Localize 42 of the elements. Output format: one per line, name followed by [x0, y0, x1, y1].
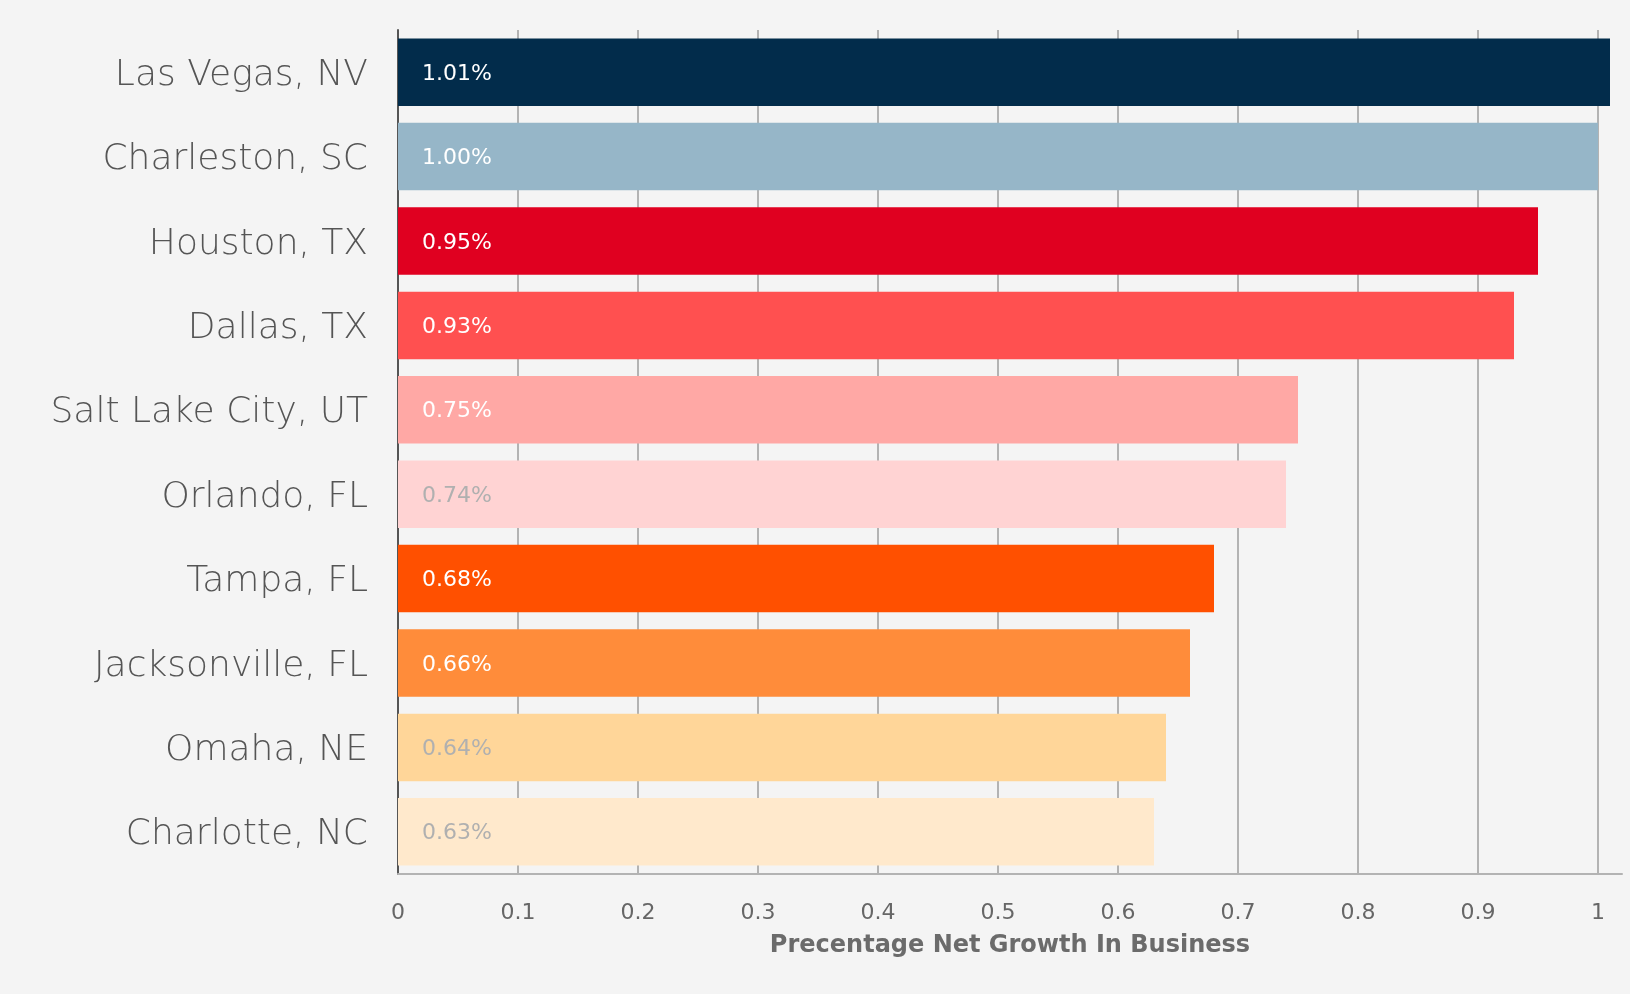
- y-tick-label: Charlotte, NC: [125, 811, 368, 853]
- data-label: 0.66%: [422, 650, 492, 676]
- bar: [398, 798, 1154, 866]
- y-tick-label: Omaha, NE: [165, 726, 368, 768]
- data-label: 0.64%: [422, 734, 492, 760]
- bar: [398, 291, 1514, 360]
- y-tick-label: Las Vegas, NV: [114, 51, 368, 93]
- bar: [398, 38, 1610, 106]
- y-tick-label: Houston, TX: [148, 220, 368, 262]
- x-tick-label: 0.1: [500, 898, 536, 924]
- x-tick-label: 0.5: [980, 898, 1016, 924]
- y-tick-label: Orlando, FL: [161, 473, 368, 515]
- y-tick-label: Charleston, SC: [102, 136, 368, 178]
- bar: [398, 460, 1286, 528]
- data-label: 1.01%: [422, 59, 492, 85]
- data-label: 1.00%: [422, 144, 492, 170]
- bar: [398, 122, 1598, 191]
- x-tick-label: 1: [1591, 898, 1605, 924]
- x-tick-label: 0.7: [1220, 898, 1256, 924]
- x-tick-label: 0.9: [1460, 898, 1496, 924]
- x-tick-label: 0.6: [1100, 898, 1136, 924]
- data-label: 0.95%: [422, 228, 492, 254]
- data-label: 0.93%: [422, 312, 492, 338]
- x-tick-label: 0.3: [740, 898, 776, 924]
- data-label: 0.68%: [422, 566, 492, 592]
- x-tick-label: 0: [391, 898, 405, 924]
- y-tick-label: Dallas, TX: [187, 304, 368, 346]
- data-label: 0.63%: [422, 819, 492, 845]
- x-tick-label: 0.2: [620, 898, 656, 924]
- data-label: 0.74%: [422, 481, 492, 507]
- data-label: 0.75%: [422, 397, 492, 423]
- y-tick-label: Jacksonville, FL: [93, 642, 368, 684]
- bar: [398, 544, 1214, 613]
- bar: [398, 376, 1298, 444]
- x-axis-title: Precentage Net Growth In Business: [769, 930, 1251, 958]
- bar: [398, 629, 1190, 697]
- x-tick-label: 0.8: [1340, 898, 1376, 924]
- y-tick-label: Salt Lake City, UT: [50, 389, 369, 431]
- x-tick-label: 0.4: [860, 898, 896, 924]
- bar: [398, 713, 1166, 782]
- y-tick-label: Tampa, FL: [186, 558, 368, 600]
- bar: [398, 207, 1538, 275]
